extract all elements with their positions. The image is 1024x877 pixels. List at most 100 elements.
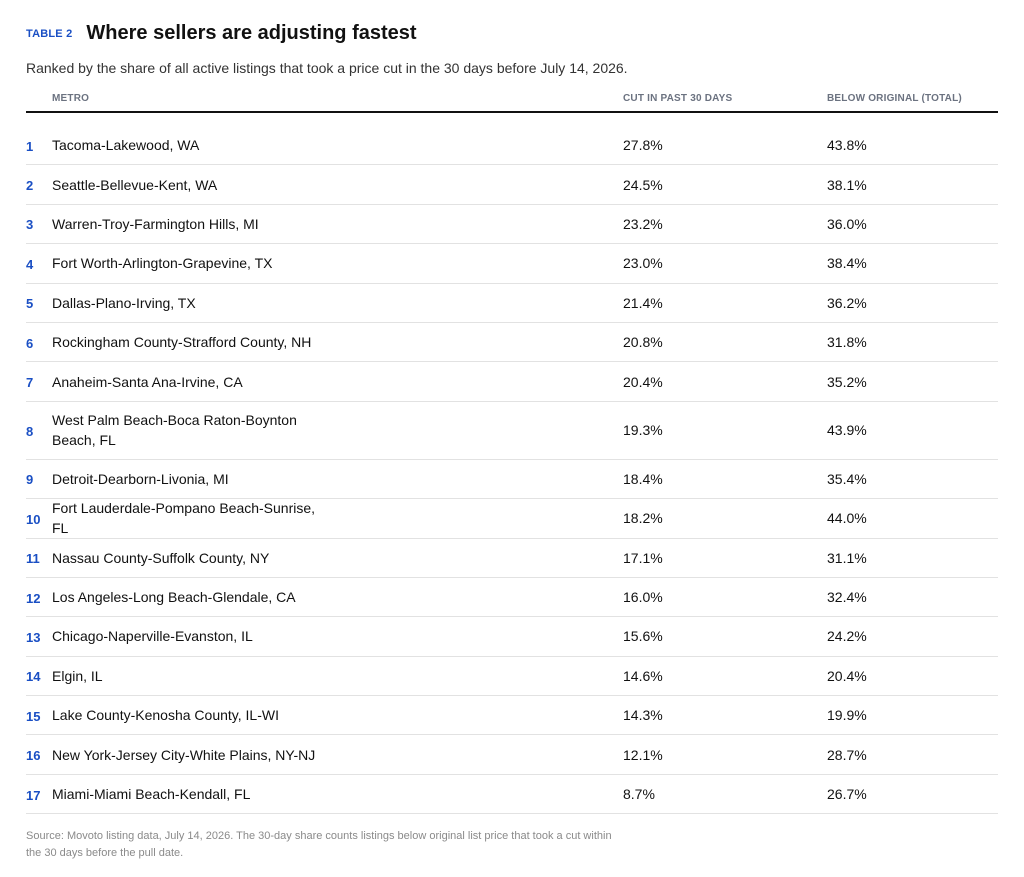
- rank-cell: 12: [26, 590, 41, 606]
- metro-column-header: METRO: [52, 93, 90, 104]
- table-row: 13 Chicago-Naperville-Evanston, IL 15.6% 24…: [26, 617, 998, 657]
- table-row: 12 Los Angeles-Long Beach-Glendale, CA 16.…: [26, 578, 998, 618]
- table-row: 3 Warren-Troy-Farmington Hills, MI 23.2% 36…: [26, 205, 998, 245]
- below-original-cell: 44.0%: [827, 510, 867, 527]
- cut-30-days-cell: 16.0%: [623, 589, 663, 606]
- below-original-cell: 35.2%: [827, 373, 867, 390]
- table-number-label: TABLE 2: [26, 27, 73, 40]
- metro-cell: Miami-Miami Beach-Kendall, FL: [52, 784, 623, 804]
- metro-name: West Palm Beach-Boca Raton-Boynton Beach…: [52, 412, 297, 449]
- cut-30-days-cell: 12.1%: [623, 746, 663, 763]
- cut-30-days-cell: 21.4%: [623, 294, 663, 311]
- table-body: 1 Tacoma-Lakewood, WA 27.8% 43.8% 2 Seattle-B…: [26, 113, 998, 815]
- table-row: 17 Miami-Miami Beach-Kendall, FL 8.7% 26.7%: [26, 775, 998, 815]
- metro-cell: Anaheim-Santa Ana-Irvine, CA: [52, 372, 623, 392]
- metro-cell: West Palm Beach-Boca Raton-Boynton Beach…: [52, 410, 623, 450]
- metro-cell: New York-Jersey City-White Plains, NY-NJ: [52, 745, 623, 765]
- rank-cell: 8: [26, 423, 34, 439]
- cut-30-days-cell: 18.4%: [623, 470, 663, 487]
- rank-cell: 16: [26, 748, 41, 764]
- table-subtitle: Ranked by the share of all active listin…: [26, 60, 628, 76]
- rank-cell: 14: [26, 669, 41, 685]
- table-header-row: METRO CUT IN PAST 30 DAYS BELOW ORIGINAL…: [26, 86, 998, 113]
- source-note: Source: Movoto listing data, July 14, 20…: [26, 830, 612, 859]
- metro-cell: Rockingham County-Strafford County, NH: [52, 332, 623, 352]
- metro-name: Detroit-Dearborn-Livonia, MI: [52, 470, 229, 487]
- cut-30-days-cell: 20.8%: [623, 334, 663, 351]
- metro-cell: Warren-Troy-Farmington Hills, MI: [52, 214, 623, 234]
- metro-name: Elgin, IL: [52, 667, 103, 684]
- rank-cell: 5: [26, 296, 34, 312]
- rank-cell: 13: [26, 629, 41, 645]
- table-title: Where sellers are adjusting fastest: [86, 22, 417, 44]
- table-row: 8 West Palm Beach-Boca Raton-Boynton Beac…: [26, 402, 998, 460]
- below-original-cell: 31.1%: [827, 549, 867, 566]
- table-row: 16 New York-Jersey City-White Plains, NY-…: [26, 735, 998, 775]
- cut-column-header: CUT IN PAST 30 DAYS: [623, 93, 733, 104]
- rank-cell: 11: [26, 551, 40, 567]
- cut-30-days-cell: 24.5%: [623, 176, 663, 193]
- metro-cell: Chicago-Naperville-Evanston, IL: [52, 626, 623, 646]
- rank-cell: 1: [26, 138, 34, 154]
- cut-30-days-cell: 14.6%: [623, 667, 663, 684]
- metro-name: Anaheim-Santa Ana-Irvine, CA: [52, 373, 243, 390]
- metro-cell: Tacoma-Lakewood, WA: [52, 135, 623, 155]
- table-row: 5 Dallas-Plano-Irving, TX 21.4% 36.2%: [26, 284, 998, 323]
- cut-30-days-cell: 20.4%: [623, 373, 663, 390]
- rank-cell: 6: [26, 335, 34, 351]
- metro-cell: Detroit-Dearborn-Livonia, MI: [52, 469, 623, 489]
- metro-name: Lake County-Kenosha County, IL-WI: [52, 707, 279, 724]
- rank-cell: 7: [26, 375, 34, 391]
- rank-cell: 2: [26, 178, 34, 194]
- below-original-cell: 36.2%: [827, 294, 867, 311]
- metro-cell: Nassau County-Suffolk County, NY: [52, 548, 623, 568]
- rank-cell: 9: [26, 472, 34, 488]
- cut-30-days-cell: 18.2%: [623, 510, 663, 527]
- cut-30-days-cell: 23.2%: [623, 215, 663, 232]
- rank-cell: 17: [26, 787, 41, 803]
- metro-name: Tacoma-Lakewood, WA: [52, 137, 200, 154]
- cut-30-days-cell: 14.3%: [623, 707, 663, 724]
- cut-30-days-cell: 19.3%: [623, 422, 663, 439]
- below-original-cell: 38.1%: [827, 176, 867, 193]
- below-original-cell: 20.4%: [827, 667, 867, 684]
- metro-name: Dallas-Plano-Irving, TX: [52, 294, 196, 311]
- metro-name: Warren-Troy-Farmington Hills, MI: [52, 215, 259, 232]
- metro-name: Los Angeles-Long Beach-Glendale, CA: [52, 589, 296, 606]
- table-row: 2 Seattle-Bellevue-Kent, WA 24.5% 38.1%: [26, 165, 998, 205]
- metro-name: Chicago-Naperville-Evanston, IL: [52, 628, 253, 645]
- below-original-cell: 31.8%: [827, 334, 867, 351]
- below-original-cell: 26.7%: [827, 786, 867, 803]
- table-header: TABLE 2 Where sellers are adjusting fast…: [26, 22, 417, 45]
- metro-name: New York-Jersey City-White Plains, NY-NJ: [52, 746, 316, 763]
- cut-30-days-cell: 23.0%: [623, 255, 663, 272]
- below-original-column-header: BELOW ORIGINAL (TOTAL): [827, 93, 962, 104]
- table-row: 1 Tacoma-Lakewood, WA 27.8% 43.8%: [26, 126, 998, 166]
- metro-cell: Fort Worth-Arlington-Grapevine, TX: [52, 253, 623, 273]
- cut-30-days-cell: 27.8%: [623, 137, 663, 154]
- metro-table: METRO CUT IN PAST 30 DAYS BELOW ORIGINAL…: [26, 86, 998, 815]
- below-original-cell: 28.7%: [827, 746, 867, 763]
- table-row: 6 Rockingham County-Strafford County, NH 2…: [26, 323, 998, 363]
- metro-cell: Lake County-Kenosha County, IL-WI: [52, 705, 623, 725]
- cut-30-days-cell: 8.7%: [623, 786, 655, 803]
- table-row: 9 Detroit-Dearborn-Livonia, MI 18.4% 35.4%: [26, 460, 998, 500]
- below-original-cell: 24.2%: [827, 628, 867, 645]
- metro-cell: Dallas-Plano-Irving, TX: [52, 293, 623, 313]
- below-original-cell: 38.4%: [827, 255, 867, 272]
- below-original-cell: 32.4%: [827, 589, 867, 606]
- metro-cell: Elgin, IL: [52, 666, 623, 686]
- below-original-cell: 19.9%: [827, 707, 867, 724]
- metro-cell: Los Angeles-Long Beach-Glendale, CA: [52, 587, 623, 607]
- table-row: 11 Nassau County-Suffolk County, NY 17.1% 3…: [26, 539, 998, 578]
- rank-cell: 3: [26, 217, 34, 233]
- below-original-cell: 36.0%: [827, 215, 867, 232]
- table-row: 7 Anaheim-Santa Ana-Irvine, CA 20.4% 35.2%: [26, 362, 998, 402]
- rank-cell: 4: [26, 256, 34, 272]
- cut-30-days-cell: 17.1%: [623, 549, 663, 566]
- table-row: 4 Fort Worth-Arlington-Grapevine, TX 23.0%…: [26, 244, 998, 284]
- below-original-cell: 35.4%: [827, 470, 867, 487]
- below-original-cell: 43.8%: [827, 137, 867, 154]
- metro-name: Seattle-Bellevue-Kent, WA: [52, 176, 218, 193]
